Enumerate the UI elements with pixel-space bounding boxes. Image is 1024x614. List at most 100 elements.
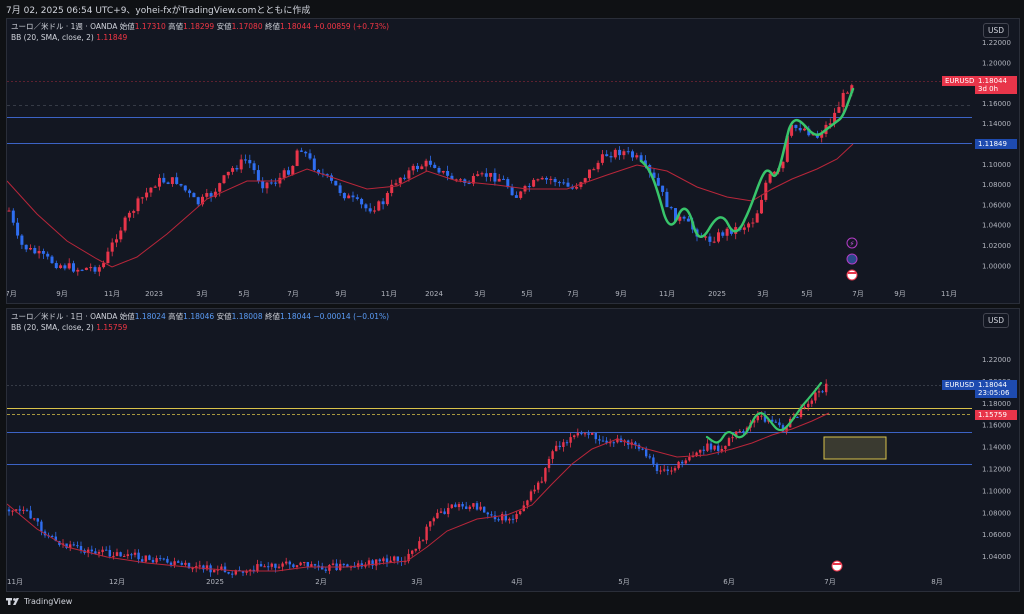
- candle-body: [162, 177, 166, 183]
- candle-body: [72, 263, 75, 272]
- candle-body: [540, 177, 544, 180]
- last-price-tag[interactable]: 1.18044 23:05:06: [975, 380, 1017, 398]
- time-tick-label: 9月: [335, 290, 346, 298]
- candle-body: [592, 169, 596, 171]
- candle-body: [682, 216, 686, 219]
- currency-button[interactable]: USD: [982, 313, 1009, 328]
- open-value: 1.17310: [134, 22, 166, 31]
- candle-body: [454, 504, 457, 508]
- candle-body: [519, 511, 522, 515]
- event-icons[interactable]: ⚡: [846, 237, 858, 281]
- price-chart-daily[interactable]: 1.220001.200001.180001.160001.140001.120…: [7, 309, 1019, 591]
- candle-body: [497, 519, 500, 521]
- candle-body: [420, 166, 424, 170]
- eu-flag-icon[interactable]: [846, 253, 858, 265]
- candle-body: [724, 445, 727, 449]
- candle-body: [756, 415, 759, 421]
- candle-body: [288, 561, 291, 565]
- candle-body: [504, 514, 507, 521]
- bollinger-band-line: [7, 412, 830, 572]
- candle-body: [310, 564, 313, 567]
- candle-body: [566, 182, 570, 187]
- last-price-tag[interactable]: 1.18044 3d 0h: [975, 76, 1017, 94]
- candle-body: [371, 560, 374, 566]
- candle-body: [421, 540, 425, 542]
- bb-price-tag[interactable]: 1.11849: [975, 139, 1017, 149]
- event-icons[interactable]: [831, 560, 843, 572]
- candle-body: [562, 442, 565, 447]
- candle-body: [239, 159, 243, 170]
- candle-body: [514, 195, 518, 198]
- candle-body: [158, 177, 161, 187]
- candle-body: [368, 208, 372, 212]
- candle-body: [673, 468, 677, 471]
- currency-button[interactable]: USD: [982, 23, 1009, 38]
- candle-body: [308, 153, 312, 159]
- symbol-label[interactable]: ユーロ／米ドル · 1週 · OANDA: [11, 22, 118, 31]
- candle-body: [29, 248, 32, 250]
- candle-body: [480, 173, 484, 175]
- chart-pane-weekly[interactable]: ユーロ／米ドル · 1週 · OANDA 始値1.17310 高値1.18299…: [6, 18, 1020, 304]
- candle-body: [573, 435, 576, 438]
- candle-body: [609, 442, 612, 444]
- candle-body: [15, 509, 18, 511]
- candle-body: [360, 198, 364, 205]
- price-tick-label: 1.08000: [982, 509, 1011, 517]
- candle-body: [594, 432, 597, 440]
- candle-body: [681, 461, 684, 464]
- ticker-tag[interactable]: EURUSD: [942, 76, 978, 86]
- candle-body: [639, 155, 643, 161]
- price-axis-weekly[interactable]: 1.220001.200001.180001.160001.140001.120…: [982, 39, 1011, 270]
- candle-body: [526, 500, 529, 506]
- ticker-tag[interactable]: EURUSD: [942, 380, 978, 390]
- price-tick-label: 1.10000: [982, 161, 1011, 169]
- time-tick-label: 9月: [56, 290, 67, 298]
- candle-body: [115, 552, 119, 556]
- bb-price-tag[interactable]: 1.15759: [975, 410, 1017, 420]
- candle-body: [119, 230, 123, 240]
- candle-body: [166, 558, 169, 563]
- candle-body: [760, 199, 763, 214]
- candle-body: [774, 421, 777, 423]
- candle-body: [342, 192, 346, 199]
- candle-body: [708, 236, 712, 242]
- lightning-event-icon[interactable]: [846, 237, 858, 249]
- candle-body: [169, 562, 173, 565]
- rectangle-zone-drawing[interactable]: [823, 436, 887, 460]
- price-tick-label: 1.04000: [982, 222, 1011, 230]
- candle-body: [790, 124, 794, 136]
- time-axis-daily[interactable]: 11月 12月 2025 2月 3月 4月 5月 6月 7月 8月: [7, 578, 943, 586]
- candle-body: [287, 170, 290, 175]
- candle-body: [303, 562, 306, 564]
- high-label: 高値: [168, 22, 184, 31]
- candle-body: [841, 92, 845, 108]
- candle-body: [669, 207, 673, 209]
- candle-body: [375, 559, 378, 566]
- time-axis-weekly[interactable]: 7月 9月 11月 2023 3月 5月 7月 9月 11月 2024 3月 5月 7月 9月 11月 202…: [7, 290, 957, 298]
- price-chart-weekly[interactable]: 1.220001.200001.180001.160001.140001.120…: [7, 19, 1019, 303]
- candle-body: [123, 555, 126, 557]
- us-flag-icon[interactable]: [846, 269, 858, 281]
- candle-body: [40, 521, 43, 532]
- candle-body: [821, 391, 824, 393]
- candle-body: [192, 193, 196, 198]
- candle-body: [677, 461, 680, 469]
- indicator-legend-weekly[interactable]: BB (20, SMA, close, 2) 1.11849: [11, 33, 127, 43]
- chart-pane-daily[interactable]: ユーロ／米ドル · 1日 · OANDA 始値1.18024 高値1.18046…: [6, 308, 1020, 592]
- candle-body: [527, 186, 531, 188]
- indicator-legend-daily[interactable]: BB (20, SMA, close, 2) 1.15759: [11, 323, 127, 333]
- low-label: 安値: [216, 22, 232, 31]
- candle-body: [46, 253, 50, 257]
- candle-body: [596, 162, 600, 170]
- candle-body: [151, 559, 155, 563]
- us-flag-icon[interactable]: [831, 560, 843, 572]
- candle-body: [807, 403, 810, 408]
- candle-body: [467, 182, 471, 184]
- candle-body: [472, 503, 475, 507]
- trend-path-drawing[interactable]: [639, 87, 855, 238]
- candle-body: [347, 195, 351, 199]
- time-tick-label: 7月: [567, 290, 578, 298]
- symbol-label[interactable]: ユーロ／米ドル · 1日 · OANDA: [11, 312, 118, 321]
- trend-path-drawing[interactable]: [705, 381, 823, 444]
- time-tick-label: 9月: [615, 290, 626, 298]
